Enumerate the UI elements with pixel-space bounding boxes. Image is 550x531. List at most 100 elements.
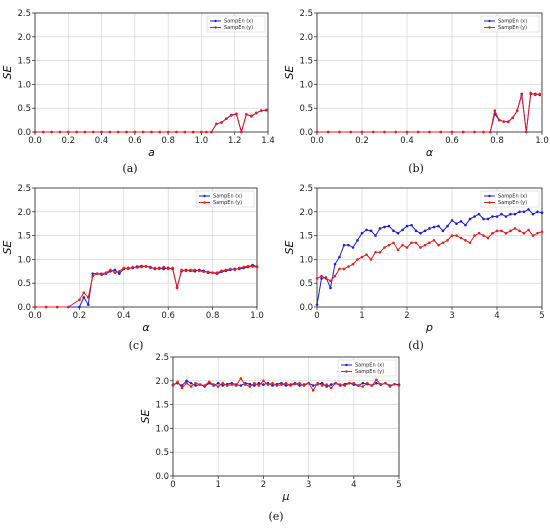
data-point (486, 217, 490, 221)
data-point (122, 266, 126, 270)
data-point (375, 378, 378, 382)
legend-box (195, 190, 255, 208)
x-axis-label: a (148, 146, 155, 159)
data-point (473, 130, 476, 134)
x-tick-label: 4 (494, 311, 499, 321)
data-point (150, 130, 153, 134)
data-point (311, 384, 315, 387)
data-point (176, 380, 179, 384)
legend-label: SampEn (x) (224, 19, 253, 25)
data-point (144, 264, 148, 268)
data-point (91, 272, 95, 275)
data-point (58, 130, 62, 134)
data-point (315, 277, 319, 280)
data-point (78, 298, 81, 302)
data-point (356, 258, 359, 261)
data-point (482, 130, 485, 134)
x-tick-label: 1 (359, 311, 364, 321)
data-point (189, 385, 193, 388)
data-point (527, 228, 530, 232)
y-tick-label: 1.5 (17, 232, 31, 242)
data-point (253, 384, 256, 387)
panel-caption: (c) (129, 339, 144, 352)
data-point (351, 262, 355, 266)
x-tick-label: 1.0 (250, 311, 264, 321)
data-point (509, 229, 512, 233)
data-point (275, 384, 279, 387)
series-sampen-y-line (35, 265, 258, 308)
data-point (352, 381, 356, 385)
y-axis-label: SE (283, 240, 296, 254)
x-tick-label: 0.2 (62, 136, 76, 146)
legend-marker (488, 194, 491, 198)
data-point (329, 386, 333, 390)
data-point (216, 385, 220, 388)
data-point (33, 130, 37, 134)
series-sampen-y-line (317, 92, 540, 133)
data-point (237, 266, 241, 270)
data-point (302, 384, 306, 387)
data-point (416, 130, 420, 134)
data-point (397, 384, 401, 387)
data-point (220, 269, 223, 273)
data-point (298, 381, 301, 385)
data-point (518, 229, 521, 233)
y-tick-label: 0.5 (155, 448, 169, 458)
x-tick-label: 1.0 (535, 136, 549, 146)
data-point (109, 268, 112, 272)
data-point (338, 383, 342, 386)
data-point (473, 215, 476, 218)
data-point (394, 130, 398, 134)
data-point (50, 130, 53, 134)
data-point (113, 268, 117, 272)
legend-label: SampEn (x) (498, 19, 527, 25)
data-point (450, 234, 454, 237)
y-tick-label: 2.5 (299, 184, 313, 194)
data-point (166, 267, 170, 271)
data-point (194, 384, 197, 387)
data-point (210, 130, 213, 134)
data-point (44, 305, 48, 309)
legend-label: SampEn (y) (498, 25, 527, 31)
x-tick-label: 0 (314, 311, 319, 321)
y-tick-label: 1.0 (155, 424, 169, 434)
data-point (289, 384, 292, 387)
data-point (185, 379, 188, 383)
data-point (423, 243, 427, 247)
data-point (131, 265, 134, 269)
data-point (511, 116, 515, 120)
data-point (329, 383, 333, 386)
data-point (495, 215, 499, 218)
data-point (338, 255, 341, 259)
data-point (540, 230, 544, 234)
x-axis-label: μ (282, 490, 290, 503)
data-point (360, 231, 364, 235)
data-point (86, 303, 90, 306)
series-sampen-x (315, 208, 544, 306)
data-point (246, 264, 250, 268)
data-point (175, 130, 178, 134)
legend-marker (488, 19, 491, 23)
legend-marker (203, 194, 206, 198)
x-tick-label: 0.8 (490, 136, 504, 146)
data-point (262, 379, 265, 383)
legend-label: SampEn (x) (498, 194, 527, 200)
data-point (162, 267, 166, 271)
data-point (497, 118, 501, 122)
data-point (324, 277, 328, 280)
data-point (366, 381, 369, 385)
data-point (153, 266, 157, 270)
data-point (166, 130, 170, 134)
data-point (405, 224, 409, 228)
data-point (491, 231, 494, 235)
data-point (149, 266, 152, 270)
data-point (240, 130, 243, 134)
y-tick-label: 2.0 (17, 208, 31, 218)
data-point (419, 246, 422, 249)
data-point (265, 108, 268, 112)
y-tick-label: 1.0 (299, 255, 313, 265)
data-point (334, 381, 338, 385)
x-tick-label: 0.6 (161, 311, 175, 321)
data-point (401, 243, 404, 247)
data-point (262, 383, 265, 386)
